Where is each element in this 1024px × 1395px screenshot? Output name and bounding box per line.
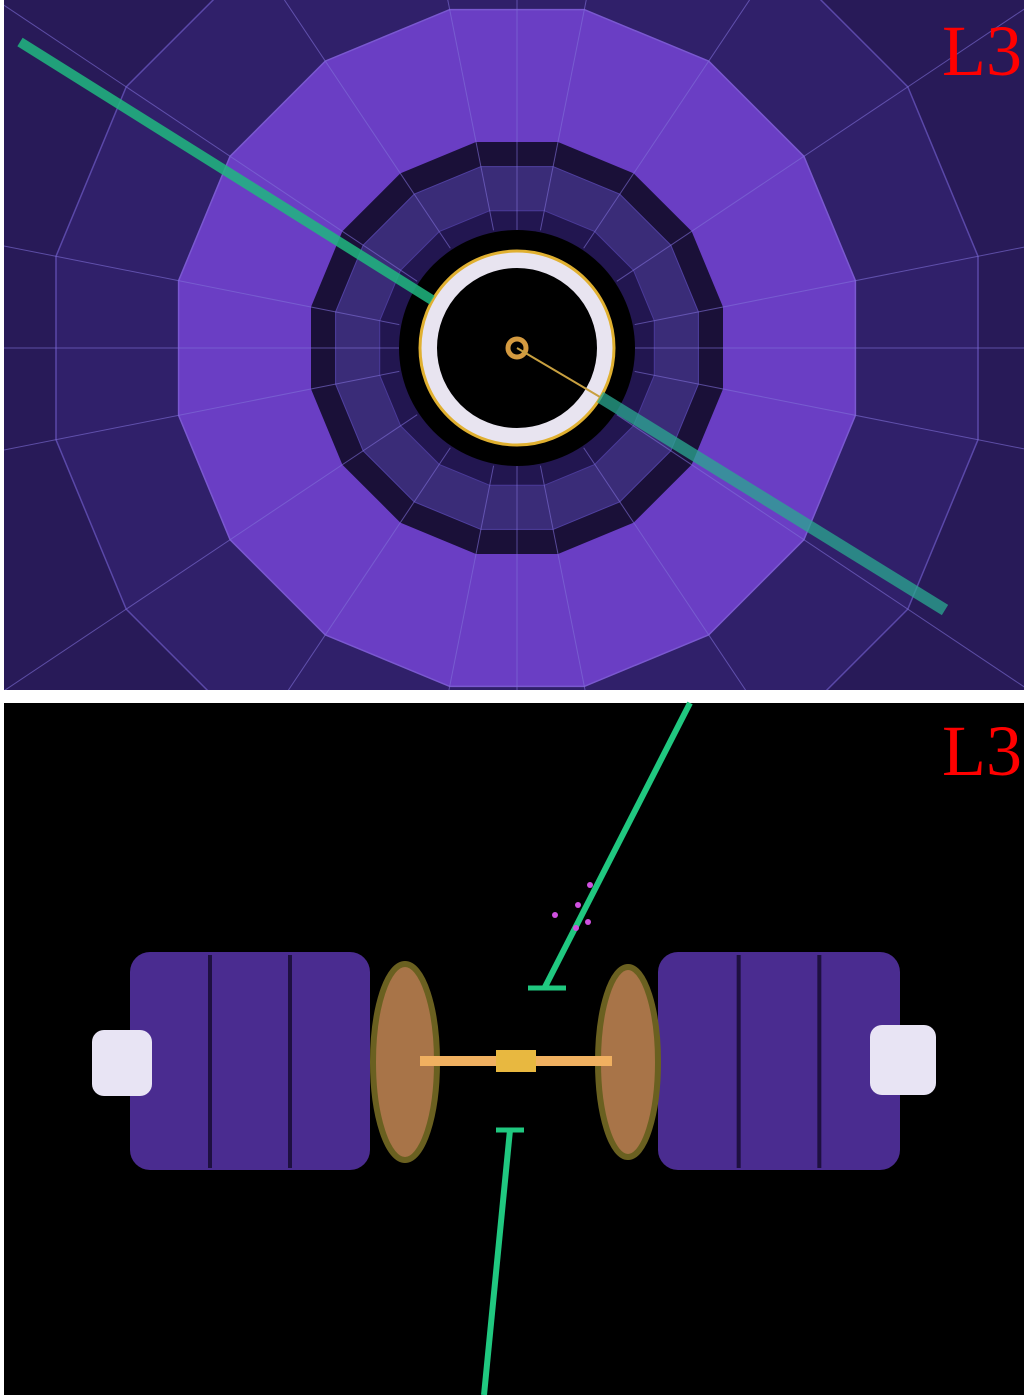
track bbox=[596, 391, 949, 616]
radial-line bbox=[583, 447, 747, 690]
hit bbox=[585, 919, 591, 925]
left-cylinder bbox=[130, 952, 370, 1170]
hit bbox=[552, 912, 558, 918]
tracker-edge bbox=[418, 249, 616, 447]
radial-line bbox=[539, 0, 587, 231]
hit bbox=[587, 882, 593, 888]
radial-line bbox=[4, 4, 418, 282]
radial-line bbox=[634, 246, 1024, 326]
side-view bbox=[4, 701, 1024, 1395]
track bbox=[481, 1129, 513, 1395]
right-cap bbox=[870, 1025, 936, 1095]
left-cap bbox=[92, 1030, 152, 1096]
inner-track bbox=[516, 347, 601, 398]
detector bbox=[4, 0, 1024, 690]
hit bbox=[575, 902, 581, 908]
track bbox=[542, 701, 693, 989]
radial-line bbox=[634, 370, 1024, 450]
radial-line bbox=[539, 465, 586, 690]
radial-line bbox=[4, 245, 400, 326]
radial-line bbox=[4, 414, 418, 690]
vertex-ring bbox=[505, 336, 529, 360]
radial-line bbox=[448, 465, 495, 690]
radial-line bbox=[287, 447, 451, 690]
track bbox=[17, 37, 435, 305]
vertex-box bbox=[496, 1050, 536, 1072]
radial-line bbox=[616, 8, 1024, 282]
radial-line bbox=[447, 0, 495, 231]
tracker-ring bbox=[421, 252, 613, 444]
radial-line bbox=[616, 414, 1024, 688]
radial-line bbox=[283, 0, 451, 249]
panel-label: L3 bbox=[942, 711, 1022, 791]
radial-line bbox=[583, 0, 751, 249]
transverse-view bbox=[4, 0, 1024, 690]
right-cylinder bbox=[658, 952, 900, 1170]
radial-line bbox=[4, 370, 400, 451]
panel-label: L3 bbox=[942, 11, 1022, 91]
hit bbox=[573, 925, 579, 931]
